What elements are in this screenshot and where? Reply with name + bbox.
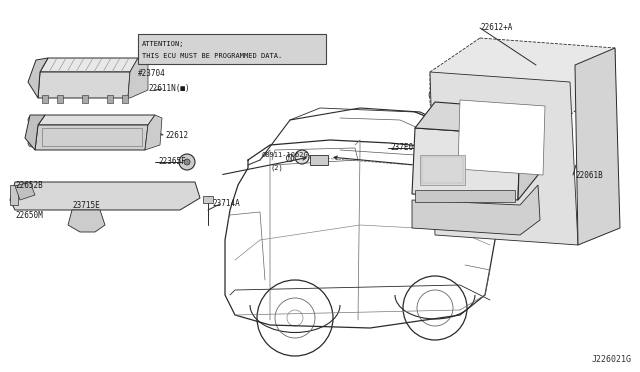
Circle shape [143, 139, 151, 147]
Polygon shape [68, 210, 105, 232]
Circle shape [590, 135, 600, 145]
Circle shape [184, 159, 190, 165]
Bar [203, 196, 213, 203]
Bar [422, 157, 463, 183]
Circle shape [590, 205, 600, 215]
Polygon shape [145, 115, 162, 150]
Circle shape [295, 150, 309, 164]
Bar [138, 34, 326, 64]
Text: THIS ECU MUST BE PROGRAMMED DATA.: THIS ECU MUST BE PROGRAMMED DATA. [142, 53, 282, 59]
Text: 23715E: 23715E [72, 202, 100, 211]
Polygon shape [430, 72, 578, 245]
Text: 22612: 22612 [165, 131, 188, 140]
Polygon shape [35, 125, 148, 150]
Polygon shape [415, 102, 540, 135]
Circle shape [54, 190, 66, 202]
Bar [420, 155, 465, 185]
Text: #23704: #23704 [138, 70, 166, 78]
Polygon shape [38, 115, 155, 125]
Text: 22650M: 22650M [15, 212, 43, 221]
Text: 23714A: 23714A [212, 199, 240, 208]
Polygon shape [518, 110, 540, 200]
Polygon shape [10, 182, 200, 210]
Circle shape [179, 154, 195, 170]
Text: (2): (2) [270, 165, 283, 171]
Circle shape [590, 170, 600, 180]
Bar [122, 95, 128, 103]
Circle shape [124, 190, 136, 202]
Circle shape [552, 187, 564, 199]
Polygon shape [10, 185, 18, 205]
Polygon shape [412, 185, 540, 235]
Polygon shape [458, 100, 545, 175]
Text: 22061B: 22061B [575, 170, 603, 180]
Circle shape [24, 190, 36, 202]
Polygon shape [15, 182, 35, 200]
Circle shape [549, 94, 561, 106]
Bar [82, 95, 88, 103]
Text: 237E0: 237E0 [390, 144, 413, 153]
Circle shape [28, 139, 36, 147]
Text: N: N [288, 155, 292, 161]
Circle shape [154, 190, 166, 202]
Text: J226021G: J226021G [592, 355, 632, 364]
Polygon shape [40, 58, 138, 72]
Polygon shape [25, 115, 45, 150]
Circle shape [429, 184, 441, 196]
Text: 22611N(■): 22611N(■) [148, 84, 189, 93]
Polygon shape [128, 58, 148, 98]
Circle shape [143, 116, 151, 124]
Bar [415, 190, 515, 202]
Polygon shape [38, 72, 130, 98]
Bar [42, 128, 142, 146]
Polygon shape [412, 128, 520, 200]
Circle shape [429, 89, 441, 101]
Circle shape [590, 75, 600, 85]
Circle shape [89, 190, 101, 202]
Polygon shape [430, 38, 615, 115]
Text: 22612+A: 22612+A [480, 23, 513, 32]
Polygon shape [575, 48, 620, 245]
Circle shape [28, 116, 36, 124]
Bar [57, 95, 63, 103]
Text: 08911-1062G-: 08911-1062G- [262, 152, 313, 158]
Bar [107, 95, 113, 103]
Bar [42, 95, 48, 103]
Text: ATTENTION;: ATTENTION; [142, 41, 184, 47]
Text: 22652B: 22652B [15, 180, 43, 189]
Text: 22365F: 22365F [158, 157, 186, 167]
Polygon shape [28, 58, 48, 98]
Bar [310, 155, 328, 165]
Circle shape [590, 100, 600, 110]
